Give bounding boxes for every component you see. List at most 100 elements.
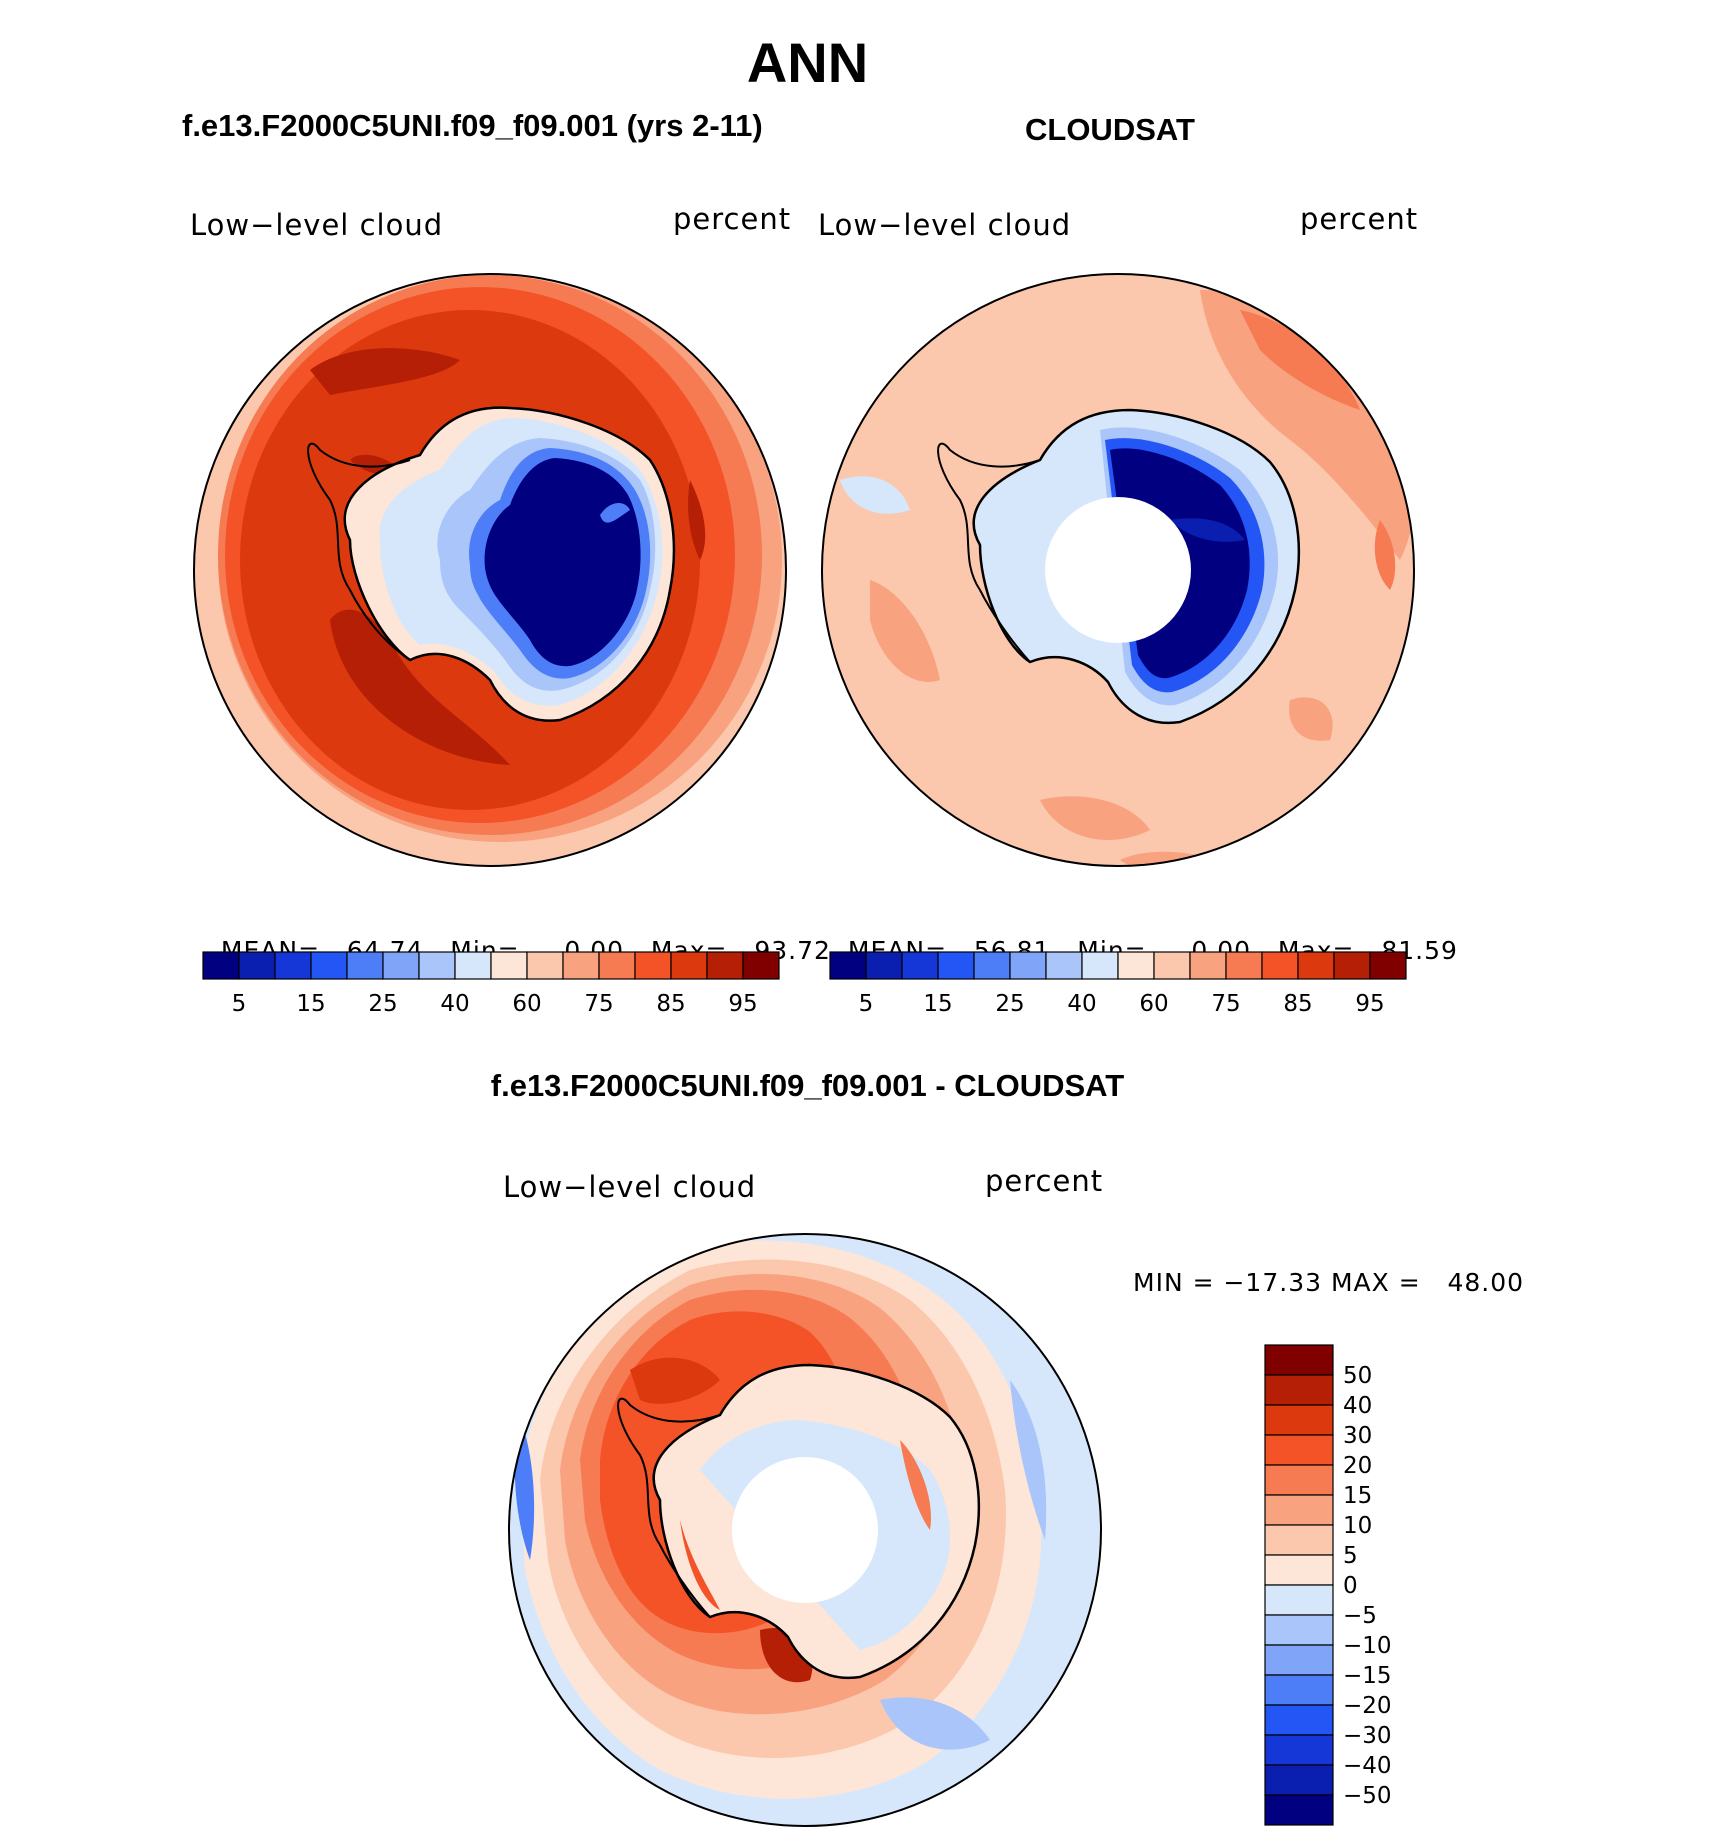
obs-colorbar-tick: 5 [859, 991, 874, 1017]
diff-colorbar-tick: 5 [1343, 1543, 1358, 1569]
model-colorbar-tick: 85 [656, 991, 685, 1017]
diff-colorbar-box [1264, 1734, 1334, 1766]
model-colorbar-box [526, 951, 564, 980]
obs-colorbar-box [901, 951, 939, 980]
obs-colorbar-tick: 75 [1211, 991, 1240, 1017]
model-case-title: f.e13.F2000C5UNI.f09_f09.001 (yrs 2-11) [182, 108, 763, 143]
model-colorbar-box [742, 951, 780, 980]
diff-colorbar-tick: −5 [1343, 1603, 1377, 1629]
model-colorbar-tick: 75 [584, 991, 613, 1017]
diff-colorbar-box [1264, 1644, 1334, 1676]
diff-colorbar-box [1264, 1374, 1334, 1406]
model-colorbar-box [706, 951, 744, 980]
diff-colorbar-box [1264, 1674, 1334, 1706]
obs-colorbar-tick: 15 [923, 991, 952, 1017]
obs-polar-map [822, 274, 1414, 866]
diff-colorbar-tick: −20 [1343, 1693, 1392, 1719]
obs-colorbar-box [1153, 951, 1191, 980]
diff-colorbar-box [1264, 1794, 1334, 1826]
model-colorbar-box [382, 951, 420, 980]
model-colorbar-box [202, 951, 240, 980]
model-colorbar-box [634, 951, 672, 980]
obs-colorbar-box [1261, 951, 1299, 980]
diff-colorbar-tick: −15 [1343, 1663, 1392, 1689]
obs-colorbar-box [1045, 951, 1083, 980]
diff-colorbar-tick: 30 [1343, 1423, 1372, 1449]
obs-colorbar-tick: 95 [1355, 991, 1384, 1017]
diff-colorbar-tick: 20 [1343, 1453, 1372, 1479]
diff-colorbar-tick: 50 [1343, 1363, 1372, 1389]
diff-colorbar-box [1264, 1464, 1334, 1496]
obs-colorbar-box [1009, 951, 1047, 980]
model-variable-label: Low−level cloud [190, 208, 444, 242]
model-polar-map [194, 274, 786, 866]
obs-stats: MEAN= 56.81 Min= 0.00 Max= 81.59 [830, 907, 1458, 965]
model-colorbar-box [274, 951, 312, 980]
diff-colorbar-tick: −10 [1343, 1633, 1392, 1659]
model-units-label: percent [673, 202, 792, 236]
diff-colorbar-box [1264, 1494, 1334, 1526]
diff-polar-map [509, 1234, 1101, 1826]
diff-colorbar-tick: −50 [1343, 1783, 1392, 1809]
diff-colorbar-tick: 10 [1343, 1513, 1372, 1539]
diff-colorbar-box [1264, 1404, 1334, 1436]
model-colorbar-tick: 25 [368, 991, 397, 1017]
obs-colorbar-box [865, 951, 903, 980]
diff-colorbar-box [1264, 1764, 1334, 1796]
model-colorbar-box [310, 951, 348, 980]
obs-colorbar-box [1369, 951, 1407, 980]
model-colorbar-box [418, 951, 456, 980]
obs-colorbar-box [829, 951, 867, 980]
diff-colorbar-tick: −40 [1343, 1753, 1392, 1779]
obs-colorbar-box [973, 951, 1011, 980]
obs-colorbar-box [1297, 951, 1335, 980]
obs-colorbar-tick: 25 [995, 991, 1024, 1017]
diff-case-title: f.e13.F2000C5UNI.f09_f09.001 - CLOUDSAT [490, 1068, 1125, 1103]
diff-colorbar-tick: 15 [1343, 1483, 1372, 1509]
diff-units-label: percent [985, 1164, 1104, 1198]
obs-colorbar-tick: 60 [1139, 991, 1168, 1017]
diff-colorbar-box [1264, 1584, 1334, 1616]
model-colorbar-tick: 60 [512, 991, 541, 1017]
obs-colorbar-box [1081, 951, 1119, 980]
obs-colorbar-box [937, 951, 975, 980]
diff-colorbar-tick: 0 [1343, 1573, 1358, 1599]
diff-colorbar-box [1264, 1524, 1334, 1556]
model-colorbar-box [598, 951, 636, 980]
diff-colorbar-box [1264, 1434, 1334, 1466]
obs-colorbar-box [1333, 951, 1371, 980]
model-colorbar-tick: 15 [296, 991, 325, 1017]
obs-colorbar-box [1225, 951, 1263, 980]
diff-map-border [508, 1233, 1102, 1827]
model-map-border [193, 273, 787, 867]
diff-colorbar-box [1264, 1554, 1334, 1586]
model-colorbar-box [238, 951, 276, 980]
obs-colorbar-tick: 85 [1283, 991, 1312, 1017]
diff-stats: MIN = −17.33 MAX = 48.00 [1133, 1268, 1525, 1297]
model-colorbar-box [562, 951, 600, 980]
obs-colorbar-box [1189, 951, 1227, 980]
obs-case-title: CLOUDSAT [1025, 112, 1195, 147]
diff-colorbar-tick: −30 [1343, 1723, 1392, 1749]
model-colorbar-box [346, 951, 384, 980]
obs-units-label: percent [1300, 202, 1419, 236]
page-title: ANN [746, 31, 869, 94]
obs-map-border [821, 273, 1415, 867]
obs-colorbar: 5 15 25 40 60 75 85 95 [829, 951, 1407, 1017]
model-colorbar-box [670, 951, 708, 980]
obs-variable-label: Low−level cloud [818, 208, 1072, 242]
diff-colorbar-box [1264, 1344, 1334, 1376]
model-colorbar-tick: 5 [232, 991, 247, 1017]
model-colorbar-tick: 95 [728, 991, 757, 1017]
diff-variable-label: Low−level cloud [503, 1170, 757, 1204]
diff-colorbar-box [1264, 1614, 1334, 1646]
model-colorbar-box [490, 951, 528, 980]
diff-colorbar-tick: 40 [1343, 1393, 1372, 1419]
model-colorbar: 5 15 25 40 60 75 85 95 [202, 951, 780, 1017]
model-colorbar-box [454, 951, 492, 980]
diff-colorbar-box [1264, 1704, 1334, 1736]
model-colorbar-tick: 40 [440, 991, 469, 1017]
obs-colorbar-box [1117, 951, 1155, 980]
